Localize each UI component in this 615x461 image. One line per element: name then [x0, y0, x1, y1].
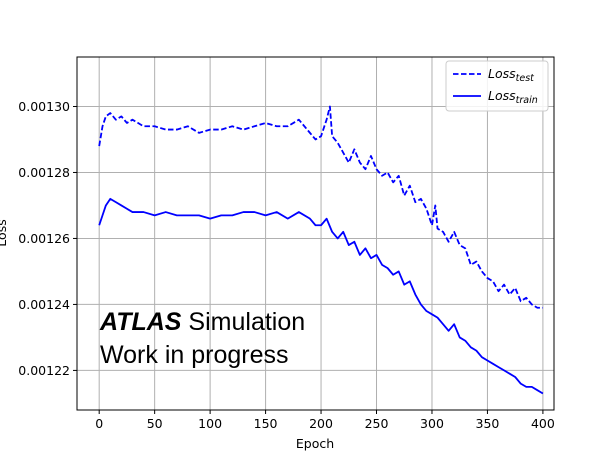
x-axis-label: Epoch	[296, 436, 334, 451]
series-train-line	[98, 197, 544, 395]
legend-train-main: Loss	[488, 88, 516, 103]
x-tick-label: 150	[254, 416, 278, 431]
y-tick-label: 0.00128	[18, 165, 70, 180]
x-tick-label: 300	[420, 416, 444, 431]
legend-train-sub: train	[516, 95, 538, 106]
axis-ticks: 0 50 100 150 200 250 300 350 400 0.00122 0.00124 0.…	[18, 99, 555, 431]
legend: Losstest Losstrain	[445, 60, 549, 112]
x-tick-label: 400	[531, 416, 555, 431]
y-tick-label: 0.00126	[18, 231, 70, 246]
y-tick-label: 0.00122	[18, 363, 70, 378]
legend-test-sub: test	[516, 73, 536, 84]
atlas-annotation: ATLAS Simulation Work in progress	[99, 308, 305, 369]
x-tick-label: 250	[365, 416, 389, 431]
plot-frame	[76, 56, 555, 411]
x-tick-label: 100	[198, 416, 222, 431]
x-tick-label: 0	[95, 416, 103, 431]
series-lines	[98, 105, 544, 395]
y-tick-label: 0.00130	[18, 99, 70, 114]
atlas-title: ATLAS Simulation	[99, 308, 305, 336]
grid-lines	[77, 57, 554, 410]
legend-test-label: Losstest	[488, 66, 535, 84]
x-tick-label: 200	[309, 416, 333, 431]
y-tick-label: 0.00124	[18, 297, 70, 312]
x-tick-label: 350	[476, 416, 500, 431]
legend-test-main: Loss	[488, 66, 516, 81]
series-test-line	[98, 105, 543, 309]
atlas-bold-text: ATLAS	[99, 308, 182, 336]
legend-train-label: Losstrain	[488, 88, 538, 106]
y-axis-label: Loss	[0, 219, 9, 246]
atlas-simulation-text: Simulation	[181, 308, 305, 336]
x-tick-label: 50	[147, 416, 163, 431]
atlas-subtitle: Work in progress	[100, 341, 289, 369]
